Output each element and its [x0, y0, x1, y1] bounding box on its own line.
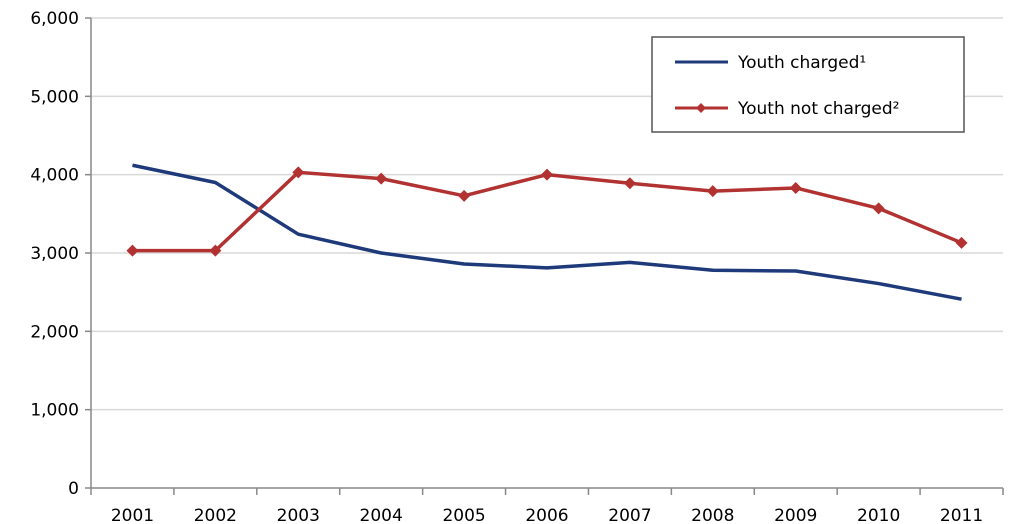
legend-label-youth-not-charged: Youth not charged²	[737, 99, 899, 119]
x-tick-label: 2004	[360, 506, 403, 524]
y-tick-label: 2,000	[30, 322, 79, 342]
y-tick-label: 6,000	[30, 9, 79, 29]
y-tick-labels: 0 1,000 2,000 3,000 4,000 5,000 6,000	[30, 9, 91, 499]
y-tick-label: 4,000	[30, 166, 79, 186]
legend: Youth charged¹ Youth not charged²	[651, 36, 965, 133]
y-tick-label: 1,000	[30, 401, 79, 421]
data-point	[541, 168, 553, 181]
x-tick-labels: 2001 2002 2003 2004 2005 2006 2007 2008 2009 2010…	[90, 488, 1004, 524]
y-tick-label: 0	[68, 479, 79, 499]
x-tick-label: 2006	[525, 506, 568, 524]
series-lines	[126, 163, 968, 301]
data-point	[292, 166, 305, 179]
gridlines	[91, 17, 1003, 411]
x-tick-label: 2005	[442, 506, 485, 524]
data-point	[706, 185, 719, 198]
x-tick-label: 2002	[194, 506, 237, 524]
data-point	[623, 177, 636, 190]
y-tick-label: 5,000	[30, 87, 79, 107]
legend-box	[651, 36, 965, 133]
series-line-1	[132, 170, 963, 253]
x-tick-label: 2008	[691, 506, 734, 524]
legend-label-youth-charged: Youth charged¹	[737, 53, 866, 73]
data-point	[126, 244, 139, 257]
data-point	[955, 236, 968, 249]
data-point	[789, 181, 802, 194]
data-point	[872, 202, 885, 215]
x-tick-label: 2007	[608, 506, 651, 524]
x-tick-label: 2011	[940, 506, 983, 524]
data-point	[209, 244, 222, 257]
x-tick-label: 2010	[857, 506, 900, 524]
series-line-0	[132, 163, 962, 301]
legend-marker-youth-not-charged	[696, 103, 706, 113]
y-tick-label: 3,000	[30, 244, 79, 264]
data-point	[458, 189, 471, 202]
data-point	[375, 172, 388, 185]
x-tick-label: 2001	[111, 506, 154, 524]
x-tick-label: 2003	[277, 506, 320, 524]
x-tick-label: 2009	[774, 506, 817, 524]
